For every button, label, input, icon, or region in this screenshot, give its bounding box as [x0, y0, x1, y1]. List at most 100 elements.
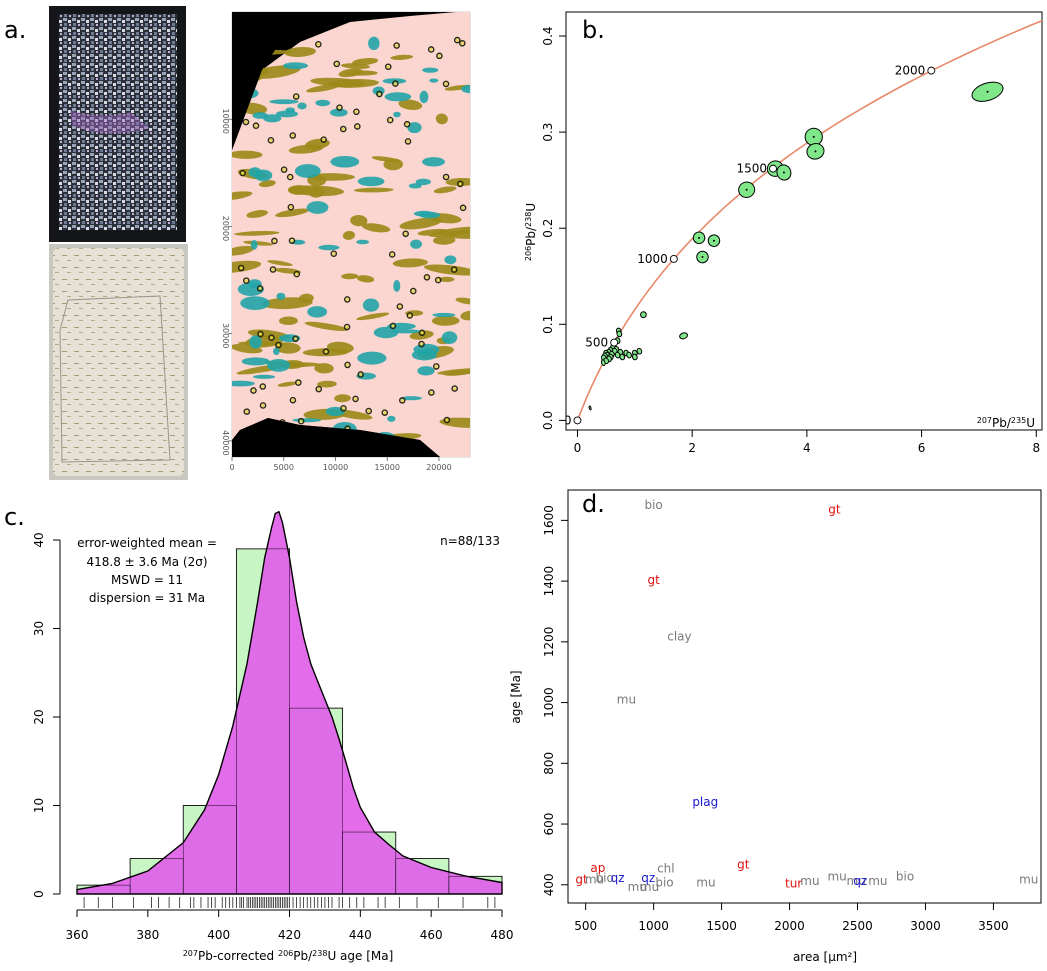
spot-marker	[320, 136, 328, 143]
b-corner-label: 207Pb/235U	[977, 416, 1035, 431]
age-marker-layer: 0 500 1000 1500 2000	[566, 64, 936, 427]
spot-marker	[376, 90, 383, 98]
olive-grain	[278, 316, 298, 326]
spot-center	[345, 325, 349, 329]
cyan-grain	[248, 167, 262, 178]
cyan-grain	[422, 67, 439, 73]
spot-marker	[295, 379, 302, 386]
cyan-grain	[362, 298, 380, 312]
spot-center	[345, 298, 349, 301]
spot-center	[295, 272, 299, 276]
xpl-photo	[49, 6, 186, 242]
cyan-grain	[253, 374, 276, 379]
ellipse-center	[812, 135, 815, 138]
cyan-grain	[241, 357, 270, 366]
spot-marker	[322, 348, 330, 355]
spot-marker	[392, 80, 399, 87]
spot-marker	[237, 264, 245, 272]
spot-center	[460, 41, 464, 45]
mineral-point-label: gt	[647, 573, 660, 587]
b-y-axis: 0.0 0.1 0.2 0.3 0.4	[541, 26, 566, 430]
olive-grain	[277, 381, 297, 387]
mineral-point-label: qz	[853, 874, 867, 888]
concordia-plot: 0 500 1000 1500 2000 0 2 4 6 8 0.0 0.1 0.2 0.3 0.4 2…	[524, 19, 1042, 455]
spot-center	[400, 399, 404, 402]
cyan-grain	[318, 244, 340, 251]
olive-grain	[356, 312, 390, 321]
c-x-axis: 360 380 400 420 440 460 480	[66, 909, 513, 942]
b-x-tick-label: 8	[1032, 441, 1040, 455]
d-y-axis: 400 600 800 1000 1200 1400 1600	[542, 505, 568, 896]
spot-marker	[402, 230, 409, 238]
olive-grain	[353, 187, 394, 193]
mineral-map: 0 5000 10000 15000 20000 10000 20000 30000 4000…	[221, 11, 471, 472]
age-marker-label: 1000	[637, 252, 668, 266]
c-annotation: error-weighted mean = 418.8 ± 3.6 Ma (2σ…	[77, 536, 217, 605]
map-x-tick-label: 10000	[323, 463, 348, 472]
b-y-tick-label: 0.0	[541, 411, 555, 430]
spot-center	[445, 418, 449, 422]
spot-marker	[289, 396, 297, 404]
spot-center	[324, 350, 328, 353]
data-ellipse	[626, 351, 632, 359]
spot-center	[258, 287, 262, 290]
c-y-axis: 0 10 20 30 40	[32, 532, 61, 898]
hist-bar-outline	[448, 875, 503, 895]
spot-center	[453, 387, 456, 390]
spot-center	[291, 398, 295, 402]
spot-center	[270, 336, 273, 340]
age-marker	[769, 164, 777, 173]
cyan-grain	[422, 157, 445, 167]
age-marker	[610, 338, 619, 347]
data-ellipse	[616, 330, 623, 338]
mineral-point-label: mu	[868, 874, 887, 888]
map-y-tick-label: 40000	[221, 430, 230, 455]
d-y-tick-label: 800	[542, 752, 556, 775]
cyan-grain	[297, 102, 307, 110]
cyan-grain	[357, 351, 387, 365]
olive-grain	[439, 417, 470, 428]
cyan-grain	[415, 178, 431, 186]
map-x-tick-label: 5000	[274, 463, 294, 472]
age-marker	[927, 66, 936, 75]
d-x-tick-label: 2500	[842, 919, 873, 933]
b-y-tick-label: 0.4	[541, 26, 555, 45]
spot-marker	[275, 341, 282, 349]
olive-grain	[298, 293, 314, 303]
spot-center	[239, 266, 243, 270]
spot-center	[241, 171, 244, 175]
c-x-tick-label: 460	[420, 928, 443, 942]
count-label: n=88/133	[440, 534, 500, 548]
ellipse-center	[986, 90, 989, 93]
olive-grain	[341, 273, 359, 280]
cyan-grain	[419, 90, 429, 104]
spot-marker	[344, 361, 351, 369]
spot-marker	[442, 80, 450, 88]
d-x-tick-label: 3000	[910, 919, 941, 933]
olive-grain	[361, 223, 391, 233]
spot-marker	[433, 363, 440, 370]
cyan-grain	[330, 155, 360, 168]
olive-grain	[306, 83, 341, 93]
b-y-tick-label: 0.1	[541, 315, 555, 334]
spot-marker	[418, 340, 425, 348]
spot-marker	[386, 116, 394, 124]
cyan-grain	[329, 108, 348, 117]
b-y-tick-label: 0.3	[541, 123, 555, 142]
d-y-tick-label: 400	[542, 873, 556, 896]
data-ellipse	[600, 359, 606, 367]
olive-grain	[232, 191, 253, 201]
d-y-tick-label: 1000	[542, 687, 556, 718]
mineral-point-label: bio	[644, 498, 662, 512]
olive-grain	[460, 310, 470, 321]
spot-marker	[343, 296, 351, 303]
spot-center	[420, 331, 424, 335]
hist-bar-outline	[289, 707, 343, 895]
spot-center	[299, 419, 303, 423]
spot-center	[335, 62, 339, 66]
cyan-grain	[292, 418, 322, 423]
mineral-point-label: mu	[696, 875, 715, 889]
cyan-grain	[273, 347, 280, 356]
data-ellipse	[636, 347, 643, 355]
ellipse-center	[712, 239, 715, 242]
